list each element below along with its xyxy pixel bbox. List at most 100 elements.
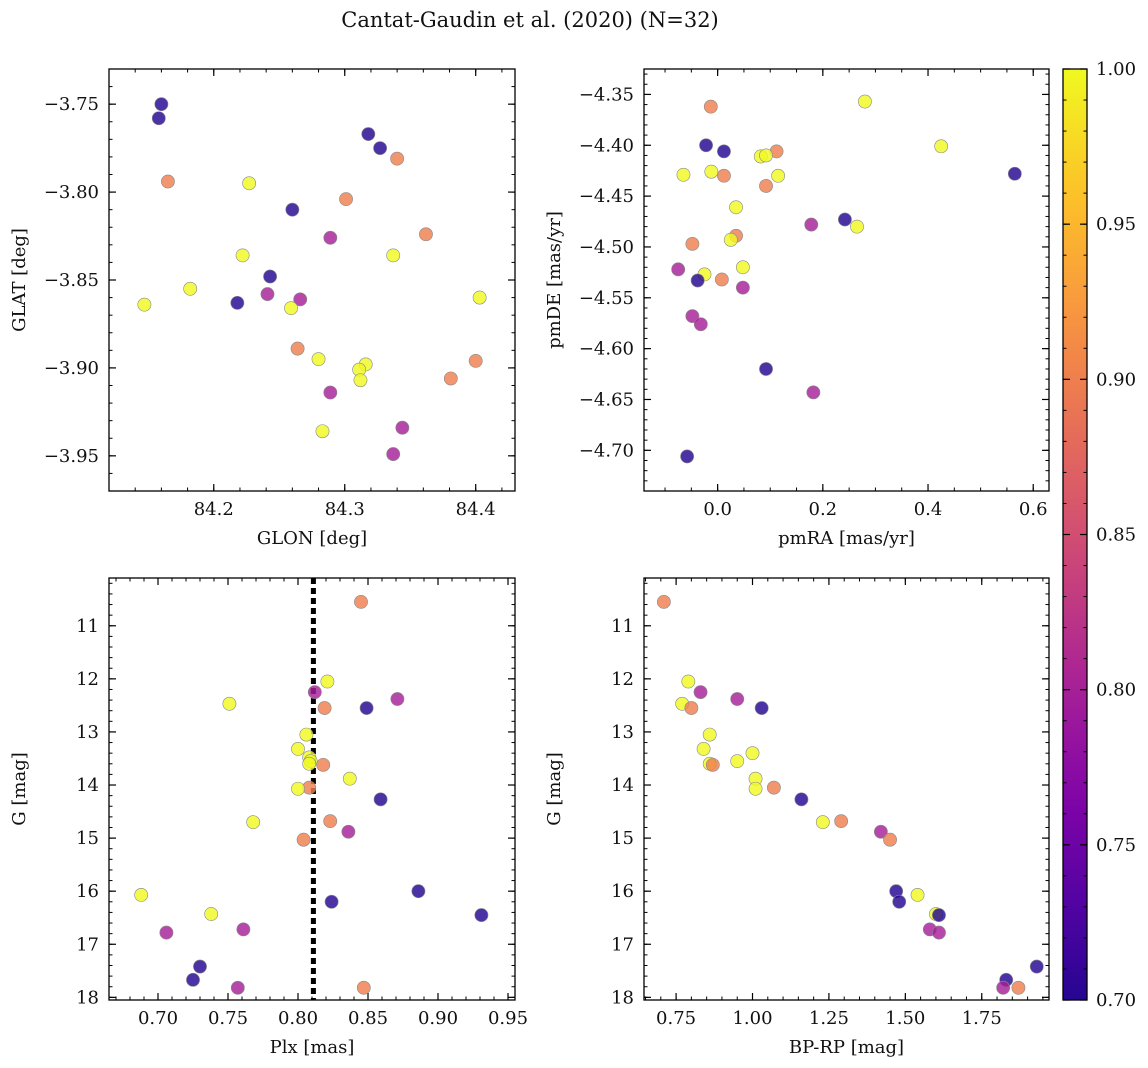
data-point <box>263 269 277 284</box>
colorbar-tick-label: 0.80 <box>1096 680 1136 701</box>
data-point <box>681 674 696 689</box>
y-tick-label: 12 <box>611 669 634 690</box>
data-point <box>850 219 864 234</box>
data-point <box>353 373 368 388</box>
data-point <box>356 980 371 995</box>
y-axis-label: G [mag] <box>9 752 30 825</box>
x-tick-label: 0.75 <box>208 1008 248 1029</box>
data-point <box>222 696 237 711</box>
data-point <box>154 97 169 112</box>
data-point <box>204 907 219 921</box>
data-point <box>754 701 769 715</box>
y-tick-label: 11 <box>611 616 634 637</box>
data-point <box>386 447 401 461</box>
data-point <box>290 341 305 356</box>
data-point <box>705 757 720 772</box>
y-tick-label: −3.95 <box>44 446 99 467</box>
data-point <box>748 781 763 796</box>
data-point <box>474 908 489 922</box>
data-point <box>699 138 713 153</box>
data-point <box>656 594 671 609</box>
data-point <box>324 894 339 909</box>
x-tick-label: 0.80 <box>278 1008 318 1029</box>
data-point <box>316 757 331 772</box>
y-tick-label: −3.90 <box>44 358 99 379</box>
x-tick-label: 84.3 <box>325 499 365 520</box>
x-tick-label: 0.75 <box>656 1008 696 1029</box>
data-point <box>137 297 152 312</box>
x-tick-label: 1.00 <box>732 1008 772 1029</box>
data-point <box>293 292 308 307</box>
x-axis-label: pmRA [mas/yr] <box>778 528 915 549</box>
panel-pmra-pmde: 0.0 0.2 0.4 0.6 −4.35 −4.40 −4.45 −4.50 −4.55 −4.… <box>544 68 1050 549</box>
data-point <box>472 290 487 305</box>
data-point <box>858 94 872 109</box>
data-point <box>315 424 330 439</box>
panel-glon-glat: 84.2 84.3 84.4 −3.75 −3.80 −3.85 −3.90 −3.95 GLO… <box>9 68 516 549</box>
data-point <box>186 972 200 987</box>
data-point <box>373 792 388 807</box>
data-point <box>307 685 322 700</box>
y-tick-label: 11 <box>76 616 99 637</box>
data-point <box>159 925 174 940</box>
data-point <box>702 727 717 742</box>
data-point <box>696 742 711 756</box>
data-point <box>996 980 1011 995</box>
data-point <box>873 824 888 839</box>
x-axis-label: Plx [mas] <box>270 1037 355 1058</box>
x-tick-label: 0.4 <box>914 499 943 520</box>
data-point <box>717 168 731 183</box>
panel-plx-g: 0.70 0.75 0.80 0.85 0.90 0.95 11 12 13 14 15 16 17 18… <box>9 577 528 1058</box>
y-tick-label: 16 <box>611 881 634 902</box>
data-point <box>834 814 849 829</box>
data-point <box>671 262 686 277</box>
data-point <box>771 168 786 183</box>
data-point <box>690 273 705 288</box>
colorbar-tick-label: 0.70 <box>1096 990 1136 1011</box>
y-tick-label: −4.45 <box>579 186 634 207</box>
data-point <box>684 701 699 715</box>
axes-frame <box>108 68 516 492</box>
data-point <box>676 167 691 182</box>
data-point <box>729 200 743 215</box>
y-tick-label: −4.60 <box>579 339 634 360</box>
colorbar-tick-label: 0.90 <box>1096 369 1136 390</box>
y-tick-label: 15 <box>611 828 634 849</box>
data-point <box>806 385 821 400</box>
data-point <box>341 824 356 839</box>
data-point <box>302 756 317 771</box>
data-point <box>730 692 745 706</box>
y-axis-label: pmDE [mas/yr] <box>544 211 565 349</box>
data-point <box>411 884 426 899</box>
data-point <box>745 746 760 761</box>
panel-bprp-g: 0.75 1.00 1.25 1.50 1.75 11 12 13 14 15 16 17 18 BP-R… <box>544 577 1050 1058</box>
data-point <box>260 287 275 301</box>
y-tick-label: 17 <box>611 934 634 955</box>
data-point <box>134 887 149 902</box>
colorbar-tick-label: 0.75 <box>1096 835 1136 856</box>
colorbar-tick-label: 0.85 <box>1096 525 1136 546</box>
data-point <box>419 227 433 242</box>
data-point <box>730 754 745 769</box>
x-tick-label: 0.85 <box>348 1008 388 1029</box>
y-tick-label: 13 <box>76 722 99 743</box>
axes-frame <box>643 68 1050 492</box>
x-tick-label: 84.2 <box>194 499 234 520</box>
data-point <box>354 594 368 609</box>
data-point <box>361 127 376 141</box>
y-axis-label: G [mag] <box>544 752 565 825</box>
data-point <box>892 894 907 909</box>
y-tick-label: 18 <box>76 987 99 1008</box>
y-tick-label: −4.50 <box>579 237 634 258</box>
data-point <box>1029 959 1044 974</box>
x-tick-label: 0.2 <box>809 499 838 520</box>
data-point <box>311 352 326 367</box>
data-point <box>291 781 305 796</box>
data-point <box>934 139 949 154</box>
data-point <box>794 792 809 807</box>
data-point <box>443 371 458 386</box>
y-tick-label: 13 <box>611 722 634 743</box>
data-point <box>838 212 852 227</box>
data-point <box>704 164 719 179</box>
